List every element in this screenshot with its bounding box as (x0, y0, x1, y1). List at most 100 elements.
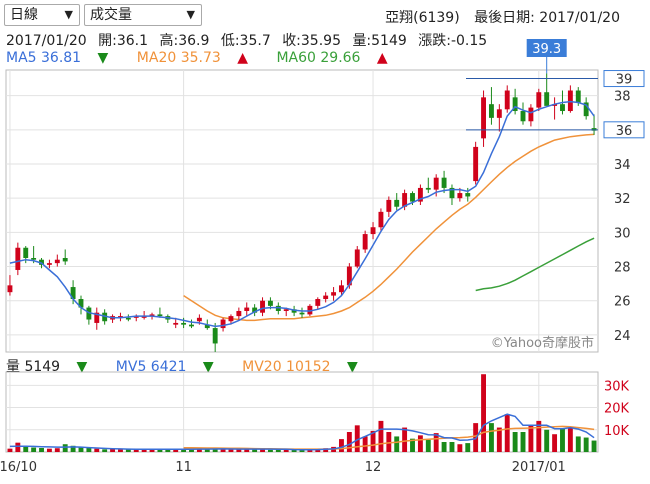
volume-bar (149, 449, 155, 452)
ma60-arrow-icon: ▲ (376, 50, 388, 66)
mv5-text: MV5 6421 (115, 359, 187, 375)
volume-bar (536, 420, 542, 452)
candle-body (362, 234, 368, 250)
ma60-label: MA60 29.66 ▲ (276, 50, 399, 66)
candle-body (149, 314, 155, 317)
candle-body (299, 312, 305, 315)
price-plot-frame (5, 69, 599, 353)
ma60-text: MA60 29.66 (276, 50, 361, 66)
candle-body (433, 177, 439, 190)
candle-body (23, 247, 29, 258)
volume-bar (252, 449, 258, 452)
volume-bar (299, 449, 305, 452)
volume-bar (94, 448, 100, 452)
volume-bar (236, 449, 242, 452)
volume-bar (39, 448, 44, 452)
volume-bar (283, 450, 289, 452)
quote-change: 漲跌:-0.15 (418, 33, 488, 49)
tag-39-box (603, 70, 645, 88)
quote-low: 低:35.7 (220, 33, 271, 49)
volume-bar (7, 448, 13, 452)
volume-bar (457, 444, 463, 452)
quote-date: 2017/01/20 (6, 33, 87, 49)
candle-body (583, 102, 589, 117)
candle-body (267, 300, 273, 306)
candle-body (346, 266, 352, 286)
candle-body (244, 307, 250, 311)
volume-bar (560, 428, 565, 452)
volume-bar (449, 442, 455, 452)
volume-bar (378, 420, 384, 452)
volume-bar (433, 433, 439, 452)
price-tick-label: 34 (614, 158, 631, 173)
candle-body (496, 109, 502, 118)
volume-tick-label: 20K (604, 402, 630, 417)
period-select[interactable]: 日線 ▼ (4, 4, 80, 26)
candle-body (86, 307, 92, 320)
candle-body (118, 316, 123, 318)
volume-legend: 量 5149 ▼ MV5 6421 ▼ MV20 10152 ▼ (6, 356, 382, 376)
volume-bar (110, 448, 116, 452)
tag-36-label: 36 (616, 124, 633, 139)
volume-bar (141, 449, 147, 452)
volume-bar (441, 442, 447, 452)
volume-bar (220, 449, 226, 452)
quote-open: 開:36.1 (98, 33, 149, 49)
candle-body (212, 328, 218, 344)
candle-body (62, 258, 68, 262)
period-select-value: 日線 (10, 7, 38, 23)
mv20-label: MV20 10152 ▼ (242, 359, 370, 375)
candle-body (133, 316, 139, 318)
volume-bar (591, 440, 597, 452)
ma5-text: MA5 36.81 (6, 50, 82, 66)
ma-legend: MA5 36.81 ▼ MA20 35.73 ▲ MA60 29.66 ▲ (6, 50, 412, 66)
candle-body (252, 307, 258, 313)
volume-bar (402, 427, 408, 452)
volume-bar (15, 442, 21, 452)
candle-body (7, 285, 13, 293)
candle-body (260, 300, 265, 313)
candle-body (78, 299, 84, 308)
quote-volume: 量:5149 (352, 33, 407, 49)
volume-bar (125, 449, 131, 452)
candle-body (204, 324, 210, 329)
volume-bar (425, 439, 431, 452)
candle-body (567, 90, 573, 112)
candle-body (370, 227, 376, 235)
price-tick-label: 26 (614, 295, 631, 310)
volume-bar (544, 429, 550, 452)
volume-bar (46, 448, 52, 452)
candle-body (275, 305, 281, 311)
candle-body (473, 146, 479, 182)
candle-body (575, 90, 581, 103)
candle-body (54, 259, 60, 264)
volume-bar (31, 447, 37, 452)
indicator-select-value: 成交量 (90, 7, 132, 23)
volume-bar (23, 446, 29, 452)
candle-body (394, 199, 400, 207)
volume-bar (62, 444, 68, 452)
volume-bar (465, 443, 471, 452)
volume-bar (133, 449, 139, 452)
volume-bar (165, 449, 171, 452)
quote-high: 高:36.9 (159, 33, 210, 49)
candle-body (70, 287, 76, 300)
candle-body (283, 309, 289, 311)
indicator-select[interactable]: 成交量 ▼ (84, 4, 202, 26)
mv5-arrow-icon: ▼ (202, 359, 214, 375)
candle-body (141, 316, 147, 318)
volume-bar (362, 436, 368, 452)
mv5-label: MV5 6421 ▼ (116, 359, 226, 375)
volume-bar (54, 448, 60, 452)
volume-bar (212, 448, 218, 452)
candle-body (220, 319, 226, 329)
volume-bar (512, 432, 518, 452)
volume-bar (291, 449, 297, 452)
quote-close: 收:35.95 (282, 33, 341, 49)
price-tick-label: 30 (614, 226, 631, 241)
watermark: ©Yahoo奇摩股市 (491, 335, 594, 351)
candle-body (410, 193, 415, 202)
candle-body (504, 90, 510, 110)
ma5-line (9, 100, 595, 328)
candle-body (512, 97, 518, 112)
